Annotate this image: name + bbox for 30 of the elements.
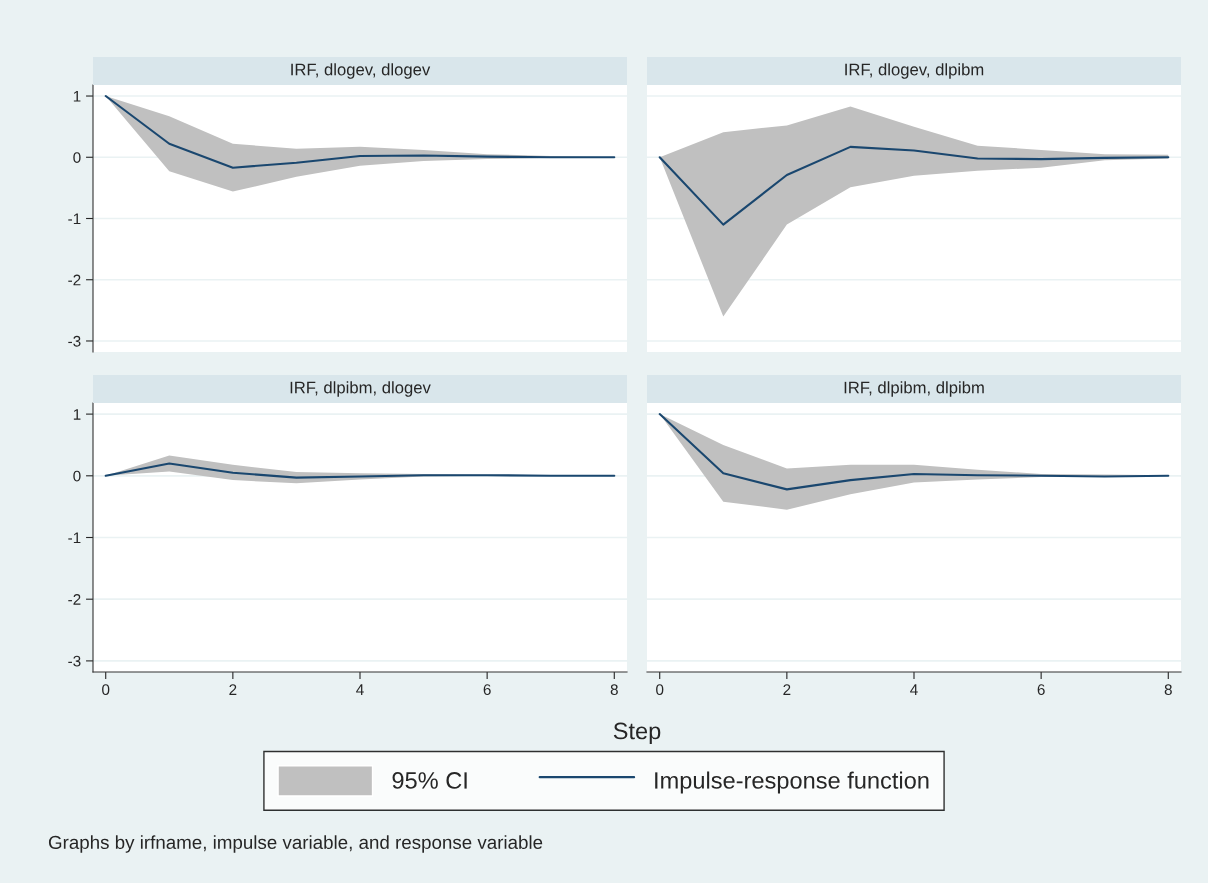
y-tick-label: 1	[73, 409, 81, 420]
legend-label: Impulse-response function	[655, 771, 929, 794]
text: Graphs by irfname, impulse variable, and response variable	[48, 835, 543, 853]
chart-title: IRF, dlogev, dlpibm	[845, 63, 984, 79]
x-tick-label: 8	[1164, 684, 1172, 696]
y-tick-label: -3	[68, 655, 81, 667]
y-tick-label: 0	[73, 470, 81, 482]
line-series	[104, 462, 616, 479]
y-tick-label: 1	[73, 91, 81, 102]
x-tick-label: 0	[656, 684, 664, 696]
y-tick-label: -2	[68, 274, 81, 286]
y-tick-label: -2	[68, 594, 81, 605]
chart-title: IRF, dlpibm, dlogev	[290, 381, 431, 397]
x-tick-label: 6	[1037, 684, 1045, 696]
y-tick-label: -1	[68, 213, 81, 225]
line-series	[104, 94, 616, 169]
chart-title: IRF, dlpibm, dlpibm	[844, 381, 984, 397]
x-tick-label: 8	[610, 684, 618, 696]
x-tick-label: 6	[483, 684, 491, 696]
x-tick-label: 4	[910, 684, 918, 695]
x-tick-label: 4	[356, 684, 364, 695]
y-tick-label: -3	[68, 335, 81, 347]
y-tick-label: 0	[73, 152, 81, 163]
x-tick-label: 2	[783, 684, 791, 695]
text: 95% CI	[392, 772, 467, 789]
y-tick-label: -1	[68, 532, 81, 544]
x-tick-label: 2	[229, 684, 237, 695]
x-tick-label: 0	[102, 684, 110, 696]
chart-title: IRF, dlogev, dlogev	[291, 63, 431, 79]
x-axis-title: Step	[613, 722, 661, 745]
